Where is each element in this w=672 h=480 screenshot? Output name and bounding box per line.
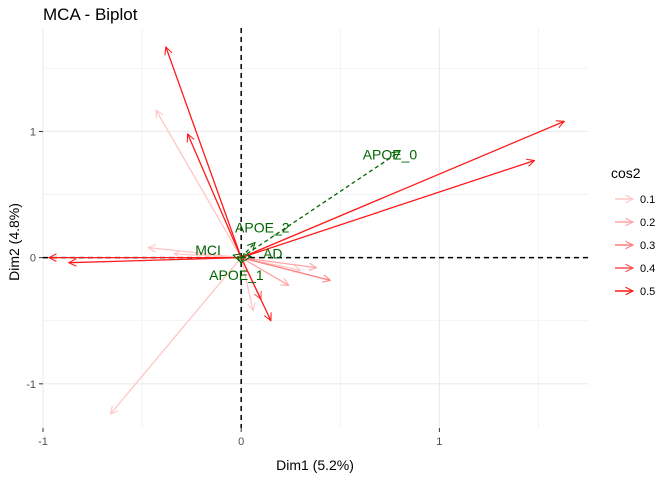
chart-title: MCA - Biplot <box>43 5 138 24</box>
reference-lines <box>43 28 588 428</box>
supplementary-label: APOE_2 <box>235 220 290 236</box>
legend: cos2 0.1 0.2 0.3 0.4 0.5 <box>611 165 655 298</box>
variable-arrow <box>69 257 242 263</box>
legend-label: 0.5 <box>640 286 655 298</box>
variable-arrows <box>49 47 564 414</box>
legend-items: 0.1 0.2 0.3 0.4 0.5 <box>615 194 655 298</box>
supplementary-label: AD <box>263 245 282 261</box>
x-tick-label: 0 <box>238 436 244 448</box>
variable-arrow <box>110 257 242 414</box>
y-tick-label: 1 <box>30 126 36 138</box>
grid-lines <box>42 28 588 428</box>
supplementary-arrows: APOE_0 APOE_2 MCI AD APOE_1 <box>195 147 417 283</box>
x-tick-label: -1 <box>38 436 48 448</box>
variable-arrow <box>156 110 242 258</box>
x-axis-title: Dim1 (5.2%) <box>276 457 354 473</box>
axis-ticks: -1 0 1 -1 0 1 <box>26 126 442 448</box>
supplementary-label: MCI <box>195 242 221 258</box>
supplementary-label: APOE_0 <box>363 147 418 163</box>
variable-arrow <box>240 257 271 321</box>
supplementary-arrow <box>240 152 400 259</box>
variable-arrow <box>240 257 253 311</box>
legend-title: cos2 <box>611 165 641 181</box>
legend-label: 0.4 <box>640 263 655 275</box>
y-axis-title: Dim2 (4.8%) <box>6 203 22 281</box>
variable-arrow <box>166 47 242 258</box>
x-tick-label: 1 <box>436 436 442 448</box>
supplementary-label: APOE_1 <box>209 267 264 283</box>
variable-arrow <box>240 160 534 259</box>
legend-label: 0.3 <box>640 240 655 252</box>
variable-arrow <box>240 121 564 259</box>
variable-arrow <box>188 134 242 258</box>
legend-label: 0.1 <box>640 194 655 206</box>
variable-arrow <box>241 257 316 268</box>
variable-arrow <box>240 257 289 286</box>
y-tick-label: 0 <box>30 253 36 265</box>
legend-label: 0.2 <box>640 217 655 229</box>
variable-arrow <box>148 248 242 259</box>
variable-arrow <box>241 257 330 281</box>
y-tick-label: -1 <box>26 379 36 391</box>
